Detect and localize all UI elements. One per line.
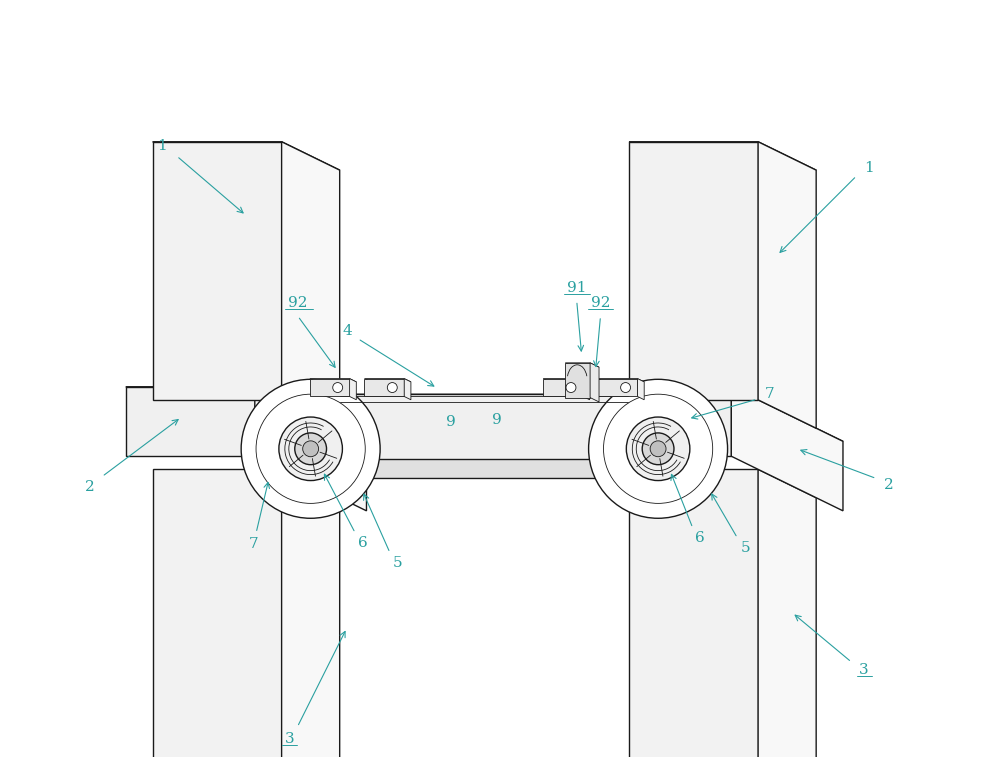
Polygon shape <box>565 363 590 397</box>
Text: 9: 9 <box>446 415 456 429</box>
Text: 3: 3 <box>859 663 868 677</box>
Ellipse shape <box>279 417 342 480</box>
Ellipse shape <box>387 382 397 392</box>
Text: 6: 6 <box>695 531 705 545</box>
Text: 4: 4 <box>343 324 353 337</box>
Polygon shape <box>598 378 637 397</box>
Text: 91: 91 <box>567 280 586 295</box>
Text: 2: 2 <box>884 477 893 492</box>
Polygon shape <box>255 387 366 511</box>
Text: 9: 9 <box>492 413 502 427</box>
Ellipse shape <box>589 379 728 518</box>
Polygon shape <box>282 470 340 760</box>
Polygon shape <box>126 387 255 456</box>
Polygon shape <box>153 470 282 760</box>
Polygon shape <box>404 378 411 400</box>
Polygon shape <box>153 142 340 170</box>
Ellipse shape <box>241 379 380 518</box>
Polygon shape <box>310 378 356 382</box>
Polygon shape <box>565 363 599 367</box>
Polygon shape <box>602 387 731 456</box>
Ellipse shape <box>303 441 319 457</box>
Text: 7: 7 <box>248 537 258 551</box>
Polygon shape <box>282 142 340 428</box>
Text: 7: 7 <box>764 387 774 401</box>
Polygon shape <box>602 387 843 442</box>
Text: 5: 5 <box>393 556 403 570</box>
Text: 5: 5 <box>741 541 750 555</box>
Polygon shape <box>364 378 411 382</box>
Polygon shape <box>543 378 583 397</box>
Text: 1: 1 <box>864 161 873 175</box>
Polygon shape <box>310 378 350 397</box>
Text: 2: 2 <box>85 480 95 493</box>
Polygon shape <box>291 394 678 414</box>
Polygon shape <box>590 363 599 402</box>
Text: 6: 6 <box>358 536 368 550</box>
Polygon shape <box>364 378 404 397</box>
Text: 92: 92 <box>591 296 610 310</box>
Ellipse shape <box>621 382 631 392</box>
Polygon shape <box>598 378 644 382</box>
Polygon shape <box>629 142 758 400</box>
Polygon shape <box>350 378 356 400</box>
Polygon shape <box>629 470 758 760</box>
Text: 1: 1 <box>157 139 167 153</box>
Text: 3: 3 <box>284 732 294 746</box>
Ellipse shape <box>650 441 666 457</box>
Ellipse shape <box>626 417 690 480</box>
Polygon shape <box>126 387 366 442</box>
Ellipse shape <box>642 433 674 464</box>
Polygon shape <box>583 378 590 400</box>
Text: 92: 92 <box>288 296 307 310</box>
Polygon shape <box>291 394 638 459</box>
Polygon shape <box>758 470 816 760</box>
Polygon shape <box>291 459 678 479</box>
Polygon shape <box>543 378 590 382</box>
Polygon shape <box>731 387 843 511</box>
Polygon shape <box>629 142 816 170</box>
Ellipse shape <box>295 433 327 464</box>
Ellipse shape <box>566 382 576 392</box>
Polygon shape <box>153 142 282 400</box>
Ellipse shape <box>333 382 343 392</box>
Polygon shape <box>637 378 644 400</box>
Polygon shape <box>758 142 816 428</box>
